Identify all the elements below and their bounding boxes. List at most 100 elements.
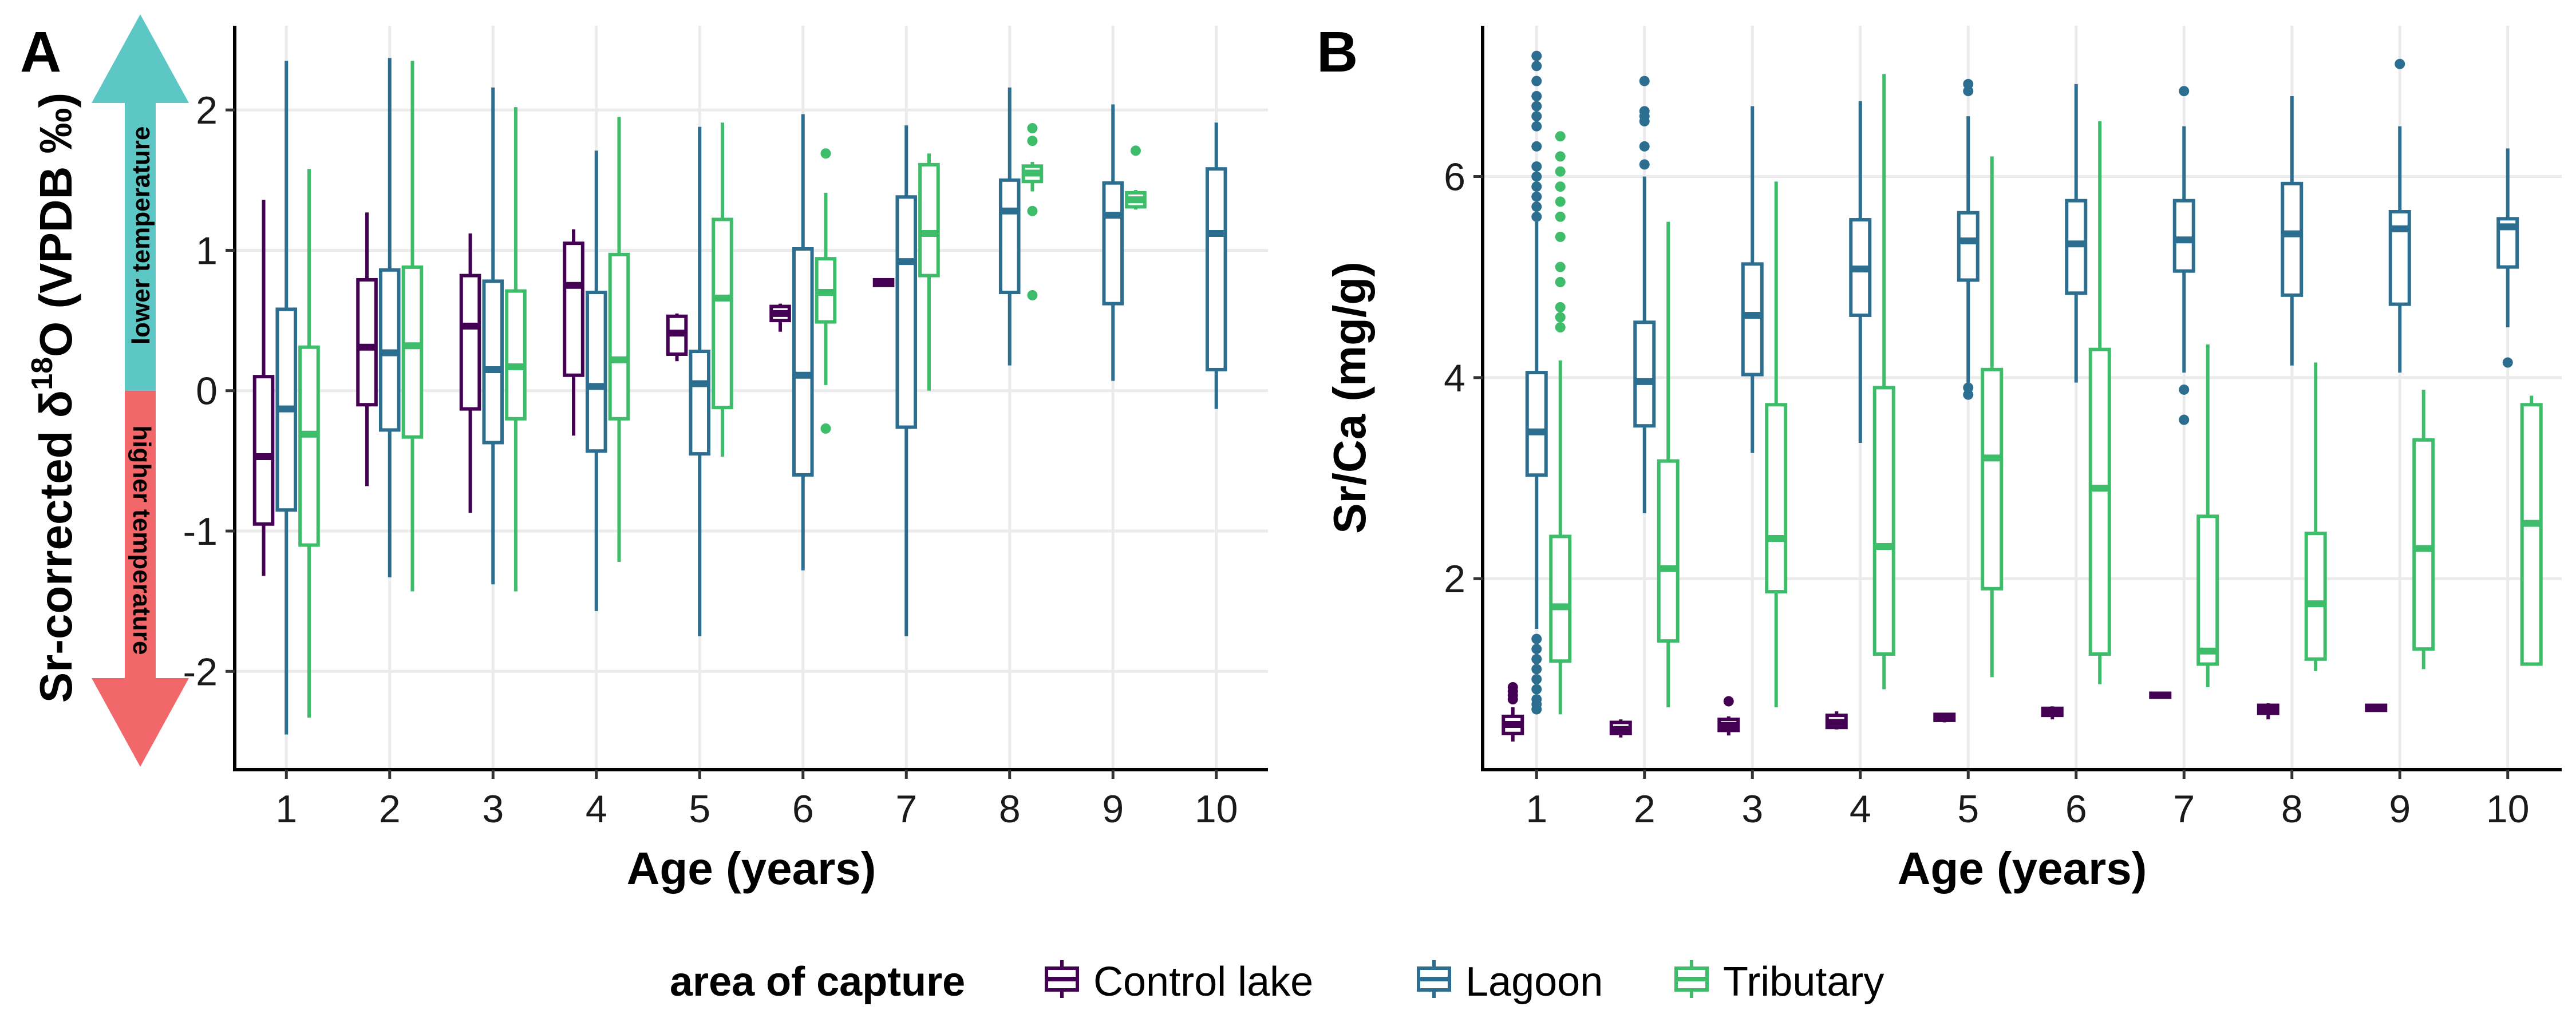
box-body (401, 265, 424, 439)
outlier-point (1531, 191, 1542, 202)
x-tick-label: 4 (586, 787, 607, 831)
box-tributary-6 (2088, 121, 2111, 684)
y-axis-title-superscript: 18 (26, 357, 59, 390)
outlier-point (1555, 322, 1566, 333)
box-body (585, 291, 607, 453)
box-tributary-8 (1021, 123, 1044, 300)
outlier-point (1531, 101, 1542, 112)
outlier-point (1963, 78, 1974, 89)
outlier-point (1531, 121, 1542, 132)
legend-label: Control lake (1093, 959, 1313, 1005)
box-control-lake-1 (252, 200, 275, 576)
outlier-point (1531, 61, 1542, 72)
outlier-point (1555, 262, 1566, 272)
box-control-lake-8 (2257, 703, 2279, 720)
outlier-point (1639, 116, 1650, 126)
box-body (356, 278, 378, 407)
outlier-point (820, 423, 831, 434)
x-tick-label: 4 (1850, 787, 1871, 831)
outlier-point (1639, 159, 1650, 170)
panel-letter: A (20, 20, 61, 84)
arrow-shaft-cool (125, 102, 156, 391)
box-body (505, 289, 527, 421)
y-tick-label: -1 (183, 510, 218, 553)
x-tick-label: 7 (895, 787, 917, 831)
box-body (792, 247, 814, 477)
box-control-lake-2 (356, 212, 378, 486)
box-tributary-2 (1657, 221, 1680, 708)
outlier-point (1531, 211, 1542, 222)
x-tick-label: 1 (275, 787, 297, 831)
y-tick-label: -2 (183, 650, 218, 694)
box-lagoon-4 (1849, 101, 1872, 443)
y-axis-title: Sr/Ca (mg/g) (1324, 262, 1375, 534)
outlier-point (1531, 201, 1542, 212)
legend-label: Tributary (1723, 959, 1884, 1005)
outlier-point (1027, 123, 1038, 134)
x-axis-title: Age (years) (627, 843, 876, 894)
box-lagoon-5 (689, 126, 711, 636)
x-tick-label: 3 (1741, 787, 1763, 831)
box-control-lake-4 (563, 229, 584, 436)
x-tick-label: 9 (2389, 787, 2411, 831)
outlier-point (1531, 684, 1542, 695)
arrow-head-up (92, 14, 189, 103)
box-body (2088, 347, 2111, 656)
outlier-point (1027, 205, 1038, 216)
outlier-point (1555, 151, 1566, 162)
box-body (712, 217, 733, 410)
x-tick-label: 5 (689, 787, 710, 831)
x-tick-label: 6 (792, 787, 814, 831)
outlier-point (1555, 312, 1566, 323)
outlier-point (1555, 276, 1566, 287)
box-control-lake-4 (1825, 711, 1848, 730)
outlier-point (1531, 90, 1542, 101)
box-body (998, 178, 1021, 295)
box-body (1633, 320, 1656, 428)
box-control-lake-1 (1502, 682, 1524, 742)
box-lagoon-2 (378, 58, 401, 577)
temperature-arrow: lower temperature higher temperature (92, 14, 189, 767)
outlier-point (1639, 141, 1650, 152)
outlier-point (1531, 111, 1542, 122)
outlier-point (1555, 166, 1566, 177)
box-body (895, 195, 918, 429)
box-lagoon-9 (1102, 104, 1124, 381)
box-control-lake-7 (2149, 691, 2172, 699)
box-control-lake-2 (1609, 719, 1632, 738)
box-lagoon-6 (792, 114, 814, 571)
box-body (1872, 386, 1895, 656)
outlier-point (1531, 704, 1542, 715)
box-body (459, 274, 481, 411)
y-tick-label: 4 (1444, 356, 1465, 400)
outlier-point (2502, 357, 2513, 368)
box-lagoon-4 (585, 150, 607, 611)
box-body (563, 241, 584, 377)
box-lagoon-8 (2281, 96, 2304, 366)
box-lagoon-1 (275, 61, 298, 735)
x-tick-label: 7 (2173, 787, 2195, 831)
box-lagoon-10 (1205, 122, 1227, 409)
arrow-shaft-warm (125, 390, 156, 679)
box-lagoon-2 (1633, 76, 1656, 514)
arrow-head-down (92, 678, 189, 767)
outlier-point (1531, 644, 1542, 655)
box-lagoon-3 (1741, 106, 1764, 453)
outlier-point (1555, 302, 1566, 312)
x-tick-label: 3 (482, 787, 504, 831)
box-lagoon-9 (2388, 58, 2411, 373)
outlier-point (1531, 76, 1542, 86)
outlier-point (1639, 76, 1650, 86)
box-tributary-6 (815, 148, 837, 434)
outlier-point (1027, 290, 1038, 300)
outlier-point (1531, 161, 1542, 172)
outlier-point (1531, 674, 1542, 684)
panel-b: 2 4 6 1 2 3 4 5 6 7 8 9 10 Age (years) B Sr/Ca (mg/g) (1317, 20, 2562, 894)
outlier-point (1531, 181, 1542, 192)
box-control-lake-6 (2041, 706, 2064, 720)
outlier-point (1723, 696, 1734, 707)
box-tributary-7 (918, 153, 940, 391)
outlier-point (1507, 682, 1518, 692)
arrow-label-lower-temperature: lower temperature (127, 126, 155, 344)
